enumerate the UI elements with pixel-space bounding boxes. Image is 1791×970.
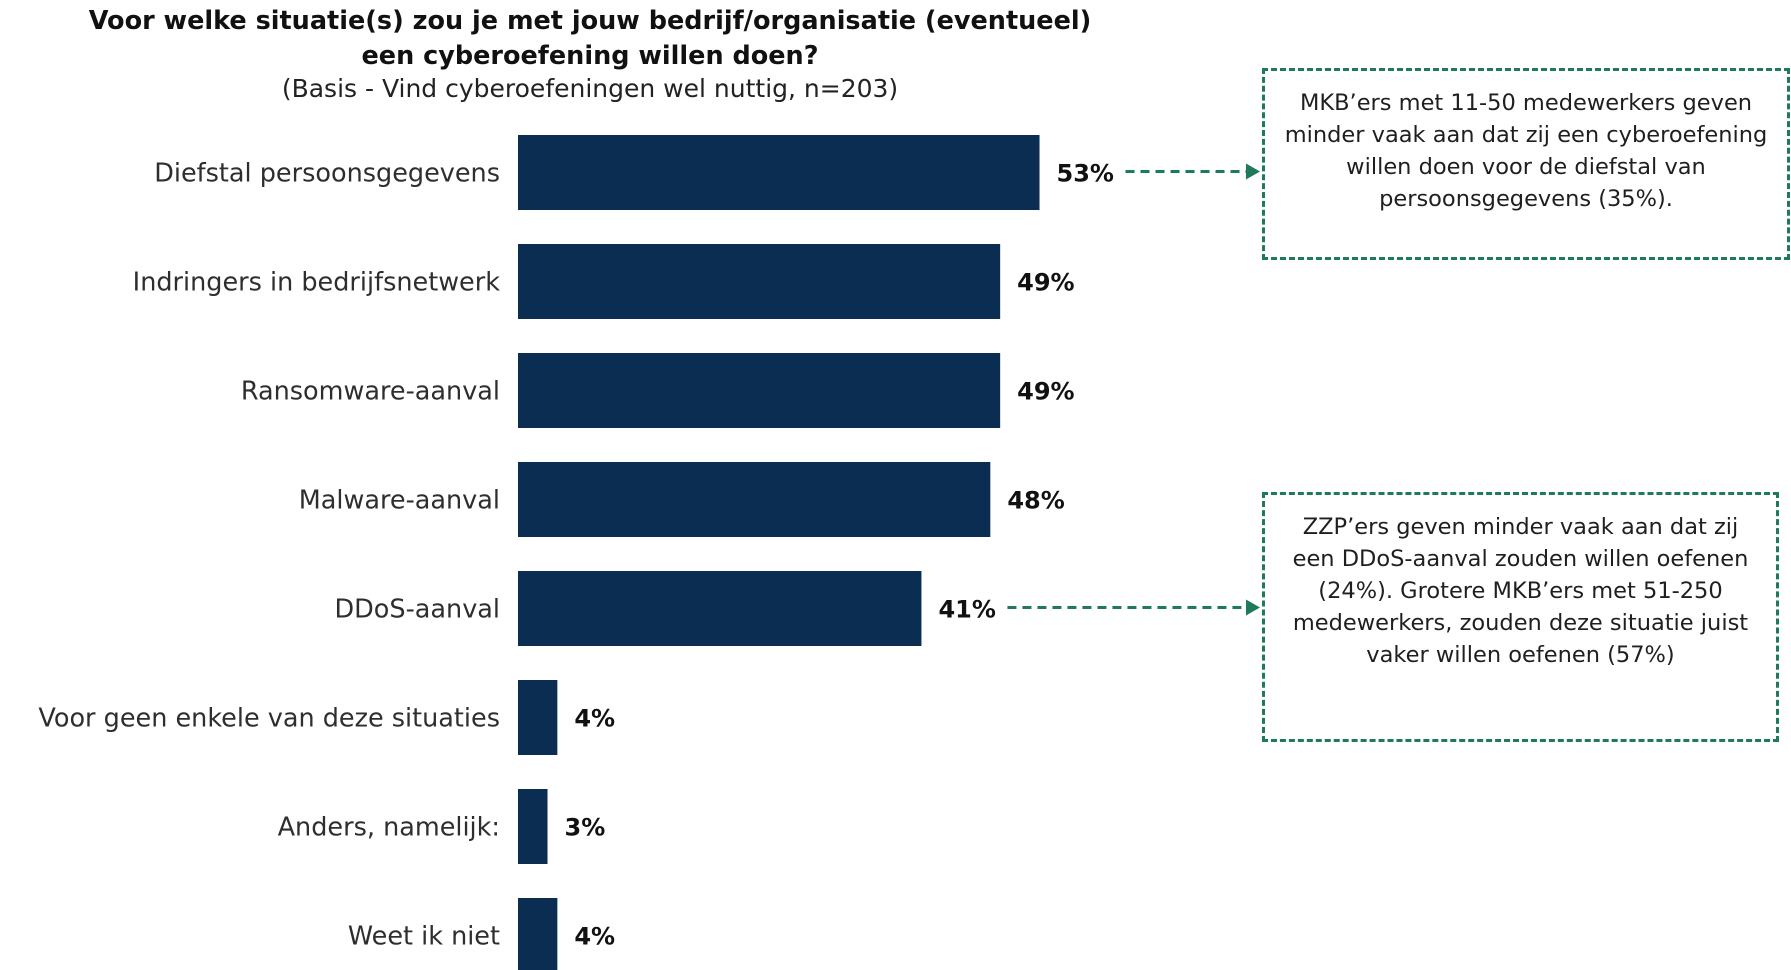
category-label: Malware-aanval <box>299 486 500 516</box>
value-label: 53% <box>1057 160 1114 188</box>
bar <box>518 244 1001 319</box>
bar <box>518 353 1001 428</box>
category-label: Voor geen enkele van deze situaties <box>38 704 500 734</box>
chart-subtitle: (Basis - Vind cyberoefeningen wel nuttig… <box>281 74 899 103</box>
value-label: 49% <box>1017 269 1074 297</box>
category-label: DDoS-aanval <box>335 595 500 625</box>
chart-title: Voor welke situatie(s) zou je met jouw b… <box>88 6 1092 71</box>
bar <box>518 135 1040 210</box>
value-label: 4% <box>574 705 615 733</box>
connector-arrowhead <box>1246 599 1260 616</box>
connector-arrowhead <box>1246 163 1260 180</box>
category-label: Ransomware-aanval <box>241 377 500 407</box>
category-label: Weet ik niet <box>348 922 500 952</box>
bar <box>518 571 922 646</box>
category-label: Indringers in bedrijfsnetwerk <box>133 268 501 298</box>
annotation-box-ddos: ZZP’ers geven minder vaak aan dat zij ee… <box>1262 492 1779 742</box>
value-label: 41% <box>938 596 995 624</box>
value-label: 49% <box>1017 378 1074 406</box>
category-label: Anders, namelijk: <box>278 813 500 843</box>
value-label: 4% <box>574 923 615 951</box>
bar <box>518 462 991 537</box>
annotation-box-diefstal: MKB’ers met 11-50 medewerkers geven mind… <box>1262 68 1790 260</box>
value-label: 3% <box>565 814 606 842</box>
bar <box>518 898 558 970</box>
bar <box>518 680 558 755</box>
category-label: Diefstal persoonsgegevens <box>154 159 500 189</box>
value-label: 48% <box>1007 487 1064 515</box>
bar <box>518 789 548 864</box>
